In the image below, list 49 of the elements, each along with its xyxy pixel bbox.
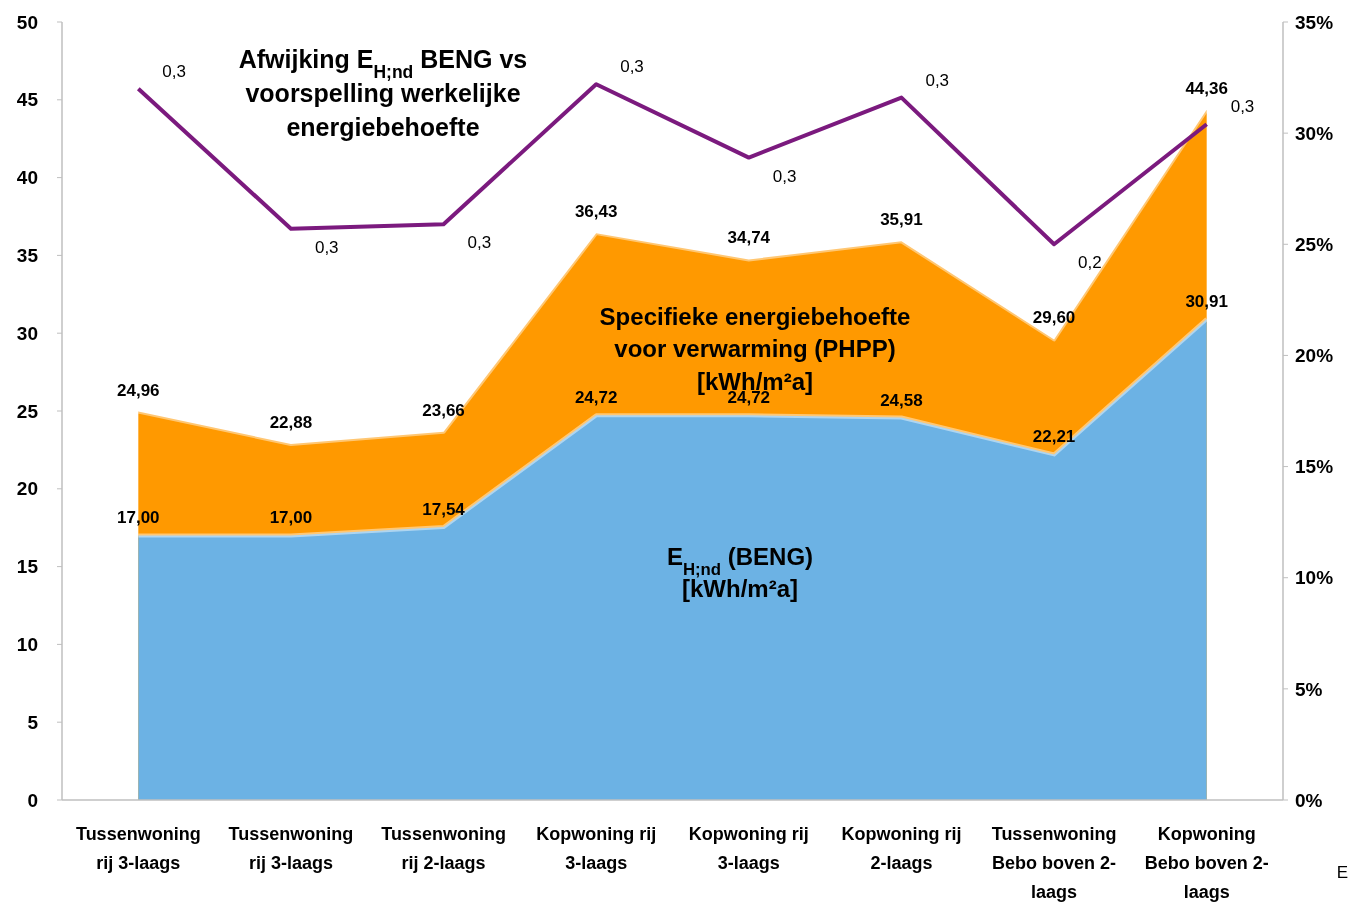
data-label: 35,91 (880, 210, 923, 230)
y2-tick-label: 15% (1295, 456, 1334, 478)
y-tick-label: 30 (16, 322, 38, 344)
x-tick-label: Kopwoning rij 2-laags (841, 824, 962, 873)
x-tick-label: Kopwoning rij 3-laags (536, 824, 657, 873)
data-label: 0,3 (162, 61, 186, 81)
y-tick-label: 40 (16, 167, 38, 189)
data-label: 0,3 (467, 233, 492, 253)
data-label: 0,3 (772, 166, 797, 186)
y2-tick-label: 25% (1295, 233, 1334, 255)
text: E (1336, 863, 1348, 882)
y2-tick-label: 10% (1295, 567, 1334, 589)
x-tick-label: Tussenwoning rij 3-laags (75, 824, 201, 873)
y-tick-label: 10 (16, 634, 38, 656)
y-tick-label: 15 (16, 556, 39, 578)
y-tick-label: 25 (16, 400, 39, 422)
y-tick-label: 35 (16, 245, 39, 267)
y2-tick-label: 0% (1295, 789, 1323, 811)
series-label: E$_{H;nd}$ (BENG) [kWh/m²a] (666, 543, 814, 603)
y2-tick-label: 30% (1295, 122, 1334, 144)
data-label: 24,58 (880, 390, 923, 410)
data-label: 0,3 (1230, 97, 1255, 117)
data-label: 0,3 (620, 57, 644, 77)
y2-tick-label: 35% (1295, 11, 1334, 33)
data-label: 17,00 (269, 508, 313, 528)
data-label: 0,3 (314, 237, 339, 257)
series-label: Afwijking E$_{H;nd}$ BENG vs voorspelling werkelijke energiebehoefte (238, 45, 528, 141)
y2-tick-label: 5% (1295, 678, 1323, 700)
data-label: 0,3 (925, 70, 950, 90)
x-tick-label: Tussenwoning rij 2-laags (381, 824, 506, 873)
y-tick-label: 45 (16, 89, 39, 111)
data-label: 24,96 (117, 380, 160, 400)
data-label: 44,36 (1185, 78, 1228, 98)
y-tick-label: 20 (16, 478, 38, 500)
x-tick-label: Kopwoning Bebo boven 2-laags (1144, 824, 1269, 902)
data-label: 0,2 (1078, 253, 1102, 273)
x-tick-label: Tussenwoning rij 3-laags (228, 824, 354, 873)
x-tick-label: Kopwoning rij 3-laags (688, 824, 809, 873)
y-tick-label: 0 (27, 789, 38, 811)
x-tick-label: Tussenwoning Bebo boven 2-laags (991, 824, 1117, 902)
data-label: 22,21 (1032, 427, 1076, 447)
data-label: 17,54 (422, 500, 466, 520)
y-tick-label: 5 (27, 711, 39, 733)
data-label: 34,74 (727, 228, 771, 248)
y-tick-label: 50 (16, 11, 38, 33)
data-label: 23,66 (422, 400, 465, 420)
data-label: 36,43 (574, 202, 618, 222)
y2-tick-label: 20% (1295, 345, 1334, 367)
data-label: 22,88 (269, 412, 313, 432)
